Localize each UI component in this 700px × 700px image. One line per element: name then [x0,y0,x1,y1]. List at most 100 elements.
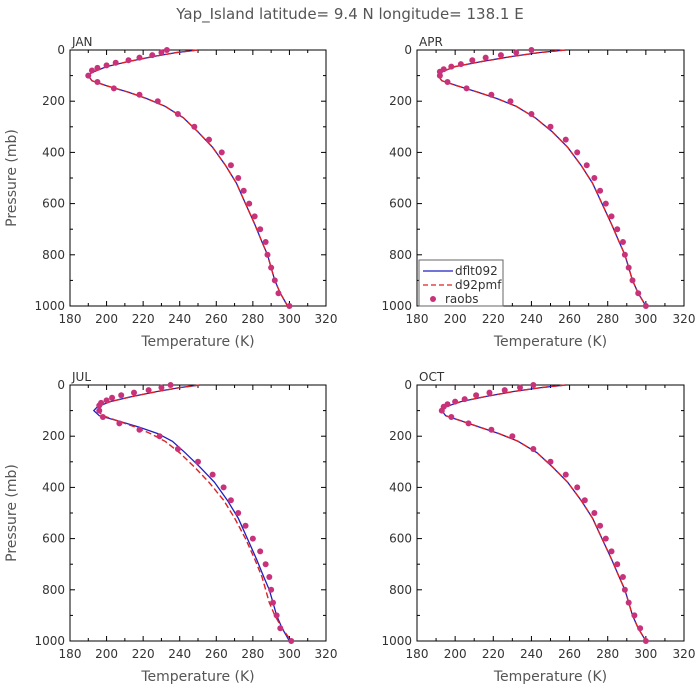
chart-oct-d92pmf-line [440,384,647,642]
chart-jul-raobs-point [268,586,275,593]
chart-jul-xtick-label: 260 [205,647,228,661]
chart-apr-ytick-label: 1000 [381,299,412,313]
chart-jan-panel: JAN 180 200 220 240 260 280 300 320 0 200 400 600 800… [4,35,337,350]
chart-apr-xtick-label: 320 [673,312,696,326]
chart-jan-raobs-point [149,52,156,59]
chart-apr-xtick-label: 240 [520,312,543,326]
chart-jul-raobs-point [145,387,152,394]
chart-apr-ytick-label: 400 [389,145,412,159]
chart-jan-raobs-point [85,72,92,79]
chart-apr-raobs-point [614,226,621,233]
chart-apr-ytick-label: 600 [389,197,412,211]
chart-jan-raobs-point [88,67,95,74]
chart-apr-raobs-point [463,85,470,92]
chart-jan-raobs-point [94,64,101,71]
chart-jul-raobs-point [242,522,249,529]
chart-jul-raobs-point [167,382,174,388]
chart-oct-raobs-point [591,510,598,516]
chart-jul-raobs-point [235,510,242,516]
legend-dflt092-label: dflt092 [455,264,498,278]
chart-oct-raobs-point [448,414,455,420]
chart-oct-ytick-label: 800 [389,583,412,597]
chart-jul-y-axis-label: Pressure (mb) [4,464,20,562]
chart-oct-raobs-point [516,384,523,391]
chart-jul-raobs-point [273,612,280,619]
chart-oct-raobs-point [597,522,604,529]
legend-d92pmf-label: d92pmf [455,278,502,292]
chart-oct-raobs-point [509,433,516,440]
chart-jul-frame [69,384,327,642]
chart-jan-ytick-label: 600 [42,197,65,211]
chart-jul-raobs-point [249,535,256,542]
chart-oct-raobs-point [530,446,537,452]
chart-oct-raobs-point [619,574,626,580]
chart-jul-raobs-point [96,402,103,409]
chart-apr-raobs-point [528,47,535,53]
chart-jan-ytick-label: 1000 [34,299,65,313]
chart-oct-xtick-label: 200 [444,647,467,661]
chart-oct-panel-label: OCT [419,370,445,384]
chart-oct-x-axis-label: Temperature (K) [493,669,607,685]
chart-jan-raobs-point [275,290,282,297]
chart-jul-raobs-point [174,446,181,452]
chart-jul-ytick-label: 0 [57,378,65,392]
chart-jul-xtick-label: 200 [95,647,118,661]
chart-oct-ytick-label: 400 [389,480,412,494]
chart-jan-ytick-label: 200 [42,94,65,108]
chart-jan-xtick-label: 320 [315,312,338,326]
chart-jul-ytick-label: 200 [42,429,65,443]
chart-apr-raobs-point [602,200,609,207]
legend-raobs-label: raobs [445,292,479,306]
chart-jul-ytick-label: 1000 [34,634,65,648]
chart-oct-raobs-point [562,471,569,478]
chart-jul-raobs-point [118,392,125,399]
chart-jul-panel: JUL 180 200 220 240 260 280 300 320 0 200 400 600 800… [4,370,337,685]
chart-apr-raobs-point [583,162,590,169]
chart-oct-raobs-point [614,561,621,568]
chart-jul-raobs-point [277,625,284,632]
chart-jul-raobs-point [288,638,295,644]
chart-oct-raobs-point [473,392,480,399]
chart-apr-raobs-point [457,61,464,68]
chart-apr-raobs-point [482,54,489,61]
chart-jan-raobs-point [286,303,293,309]
chart-jul-xtick-label: 300 [278,647,301,661]
chart-oct-xtick-label: 240 [520,647,543,661]
chart-oct-raobs-point [642,638,649,644]
chart-apr-raobs-point [597,187,604,194]
chart-jan-raobs-point [158,49,165,56]
chart-jul-panel-label: JUL [71,370,91,384]
chart-jul-raobs-point [136,426,143,433]
chart-jul-raobs-point [262,561,269,568]
chart-oct-raobs-point [621,586,628,593]
chart-apr-raobs-point [488,91,495,98]
chart-jul-raobs-point [109,394,116,401]
chart-apr-xtick-label: 220 [482,312,505,326]
chart-oct-xtick-label: 220 [482,647,505,661]
chart-jan-raobs-point [257,226,264,233]
chart-oct-raobs-point [452,398,459,405]
chart-jan-xtick-label: 260 [205,312,228,326]
chart-jan-ytick-label: 800 [42,248,65,262]
chart-apr-xtick-label: 300 [634,312,657,326]
chart-jan-raobs-point [235,175,242,181]
chart-jan-raobs-point [103,62,110,69]
chart-jan-xtick-label: 200 [95,312,118,326]
chart-apr-raobs-point [625,264,632,271]
chart-jan-xtick-label: 240 [168,312,191,326]
chart-apr-raobs-point [591,175,598,181]
chart-jul-xtick-label: 220 [132,647,155,661]
chart-jul-xtick-label: 280 [241,647,264,661]
chart-jan-raobs-point [174,111,181,117]
chart-jul-ytick-label: 400 [42,480,65,494]
chart-jan-raobs-point [240,187,247,194]
chart-oct-xtick-label: 320 [673,647,696,661]
chart-jul-raobs-point [220,484,227,491]
chart-apr-xtick-label: 260 [558,312,581,326]
chart-jul-xtick-label: 180 [59,647,82,661]
chart-jul-ytick-label: 600 [42,532,65,546]
chart-jan-x-axis-label: Temperature (K) [140,334,254,350]
chart-jul-xtick-label: 320 [315,647,338,661]
chart-oct-raobs-point [631,612,638,619]
